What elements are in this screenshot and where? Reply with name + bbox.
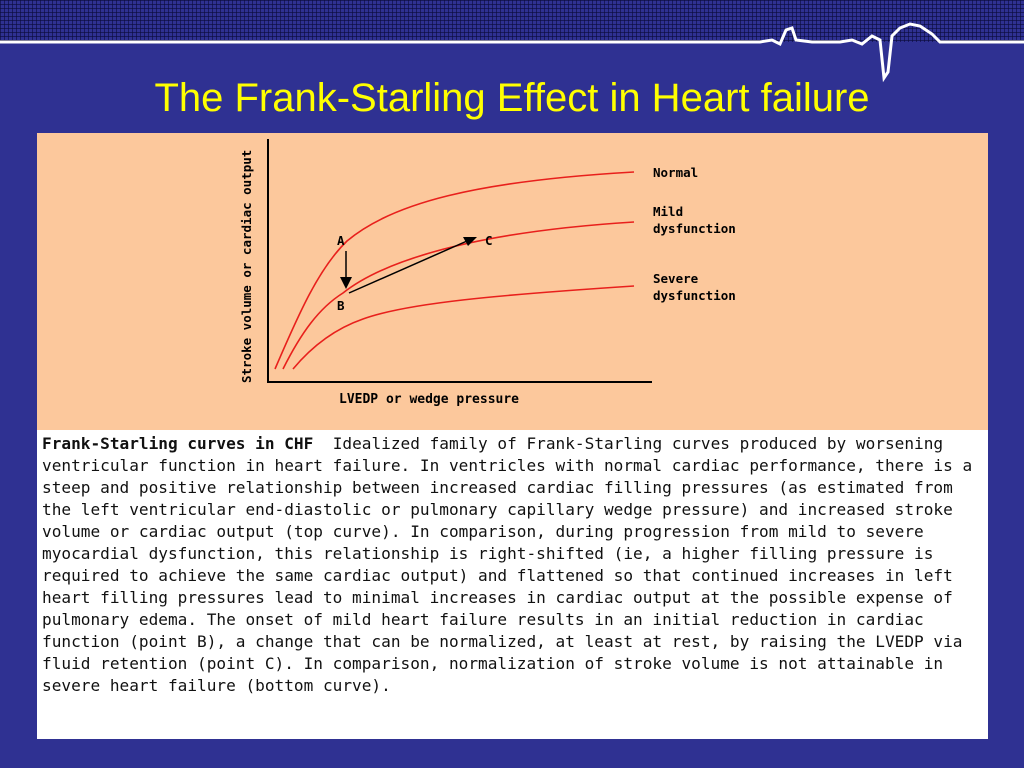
normal-curve-label: Normal <box>653 165 698 180</box>
arrowhead-c <box>463 237 477 246</box>
severe-curve-label-line2: dysfunction <box>653 288 736 303</box>
caption-title: Frank-Starling curves in CHF <box>42 434 314 453</box>
mild-curve-label-line1: Mild <box>653 204 683 219</box>
ecg-header-band <box>0 0 1024 83</box>
y-axis-label: Stroke volume or cardiac output <box>239 150 254 383</box>
point-c-label: C <box>485 233 493 248</box>
diagram-panel: Stroke volume or cardiac output LVEDP or… <box>37 133 988 430</box>
x-axis-label: LVEDP or wedge pressure <box>339 392 519 407</box>
frank-starling-diagram: Stroke volume or cardiac output LVEDP or… <box>239 139 736 407</box>
severe-curve-label-line1: Severe <box>653 271 699 286</box>
slide-title: The Frank-Starling Effect in Heart failu… <box>154 76 870 120</box>
normal-curve <box>274 171 635 370</box>
ecg-trace <box>0 22 1024 83</box>
caption-body: Idealized family of Frank-Starling curve… <box>42 434 973 695</box>
figure-panel: Stroke volume or cardiac output LVEDP or… <box>37 133 988 739</box>
figure-caption: Frank-Starling curves in CHF Idealized f… <box>42 433 984 697</box>
severe-dysfunction-curve <box>292 285 635 370</box>
mild-dysfunction-curve <box>282 221 635 370</box>
mild-curve-label-line2: dysfunction <box>653 221 736 236</box>
point-a-label: A <box>337 233 345 248</box>
arrowhead-b <box>340 277 352 289</box>
header-grid <box>0 0 1024 42</box>
arrow-b-to-c <box>348 240 468 294</box>
point-b-label: B <box>337 298 345 313</box>
